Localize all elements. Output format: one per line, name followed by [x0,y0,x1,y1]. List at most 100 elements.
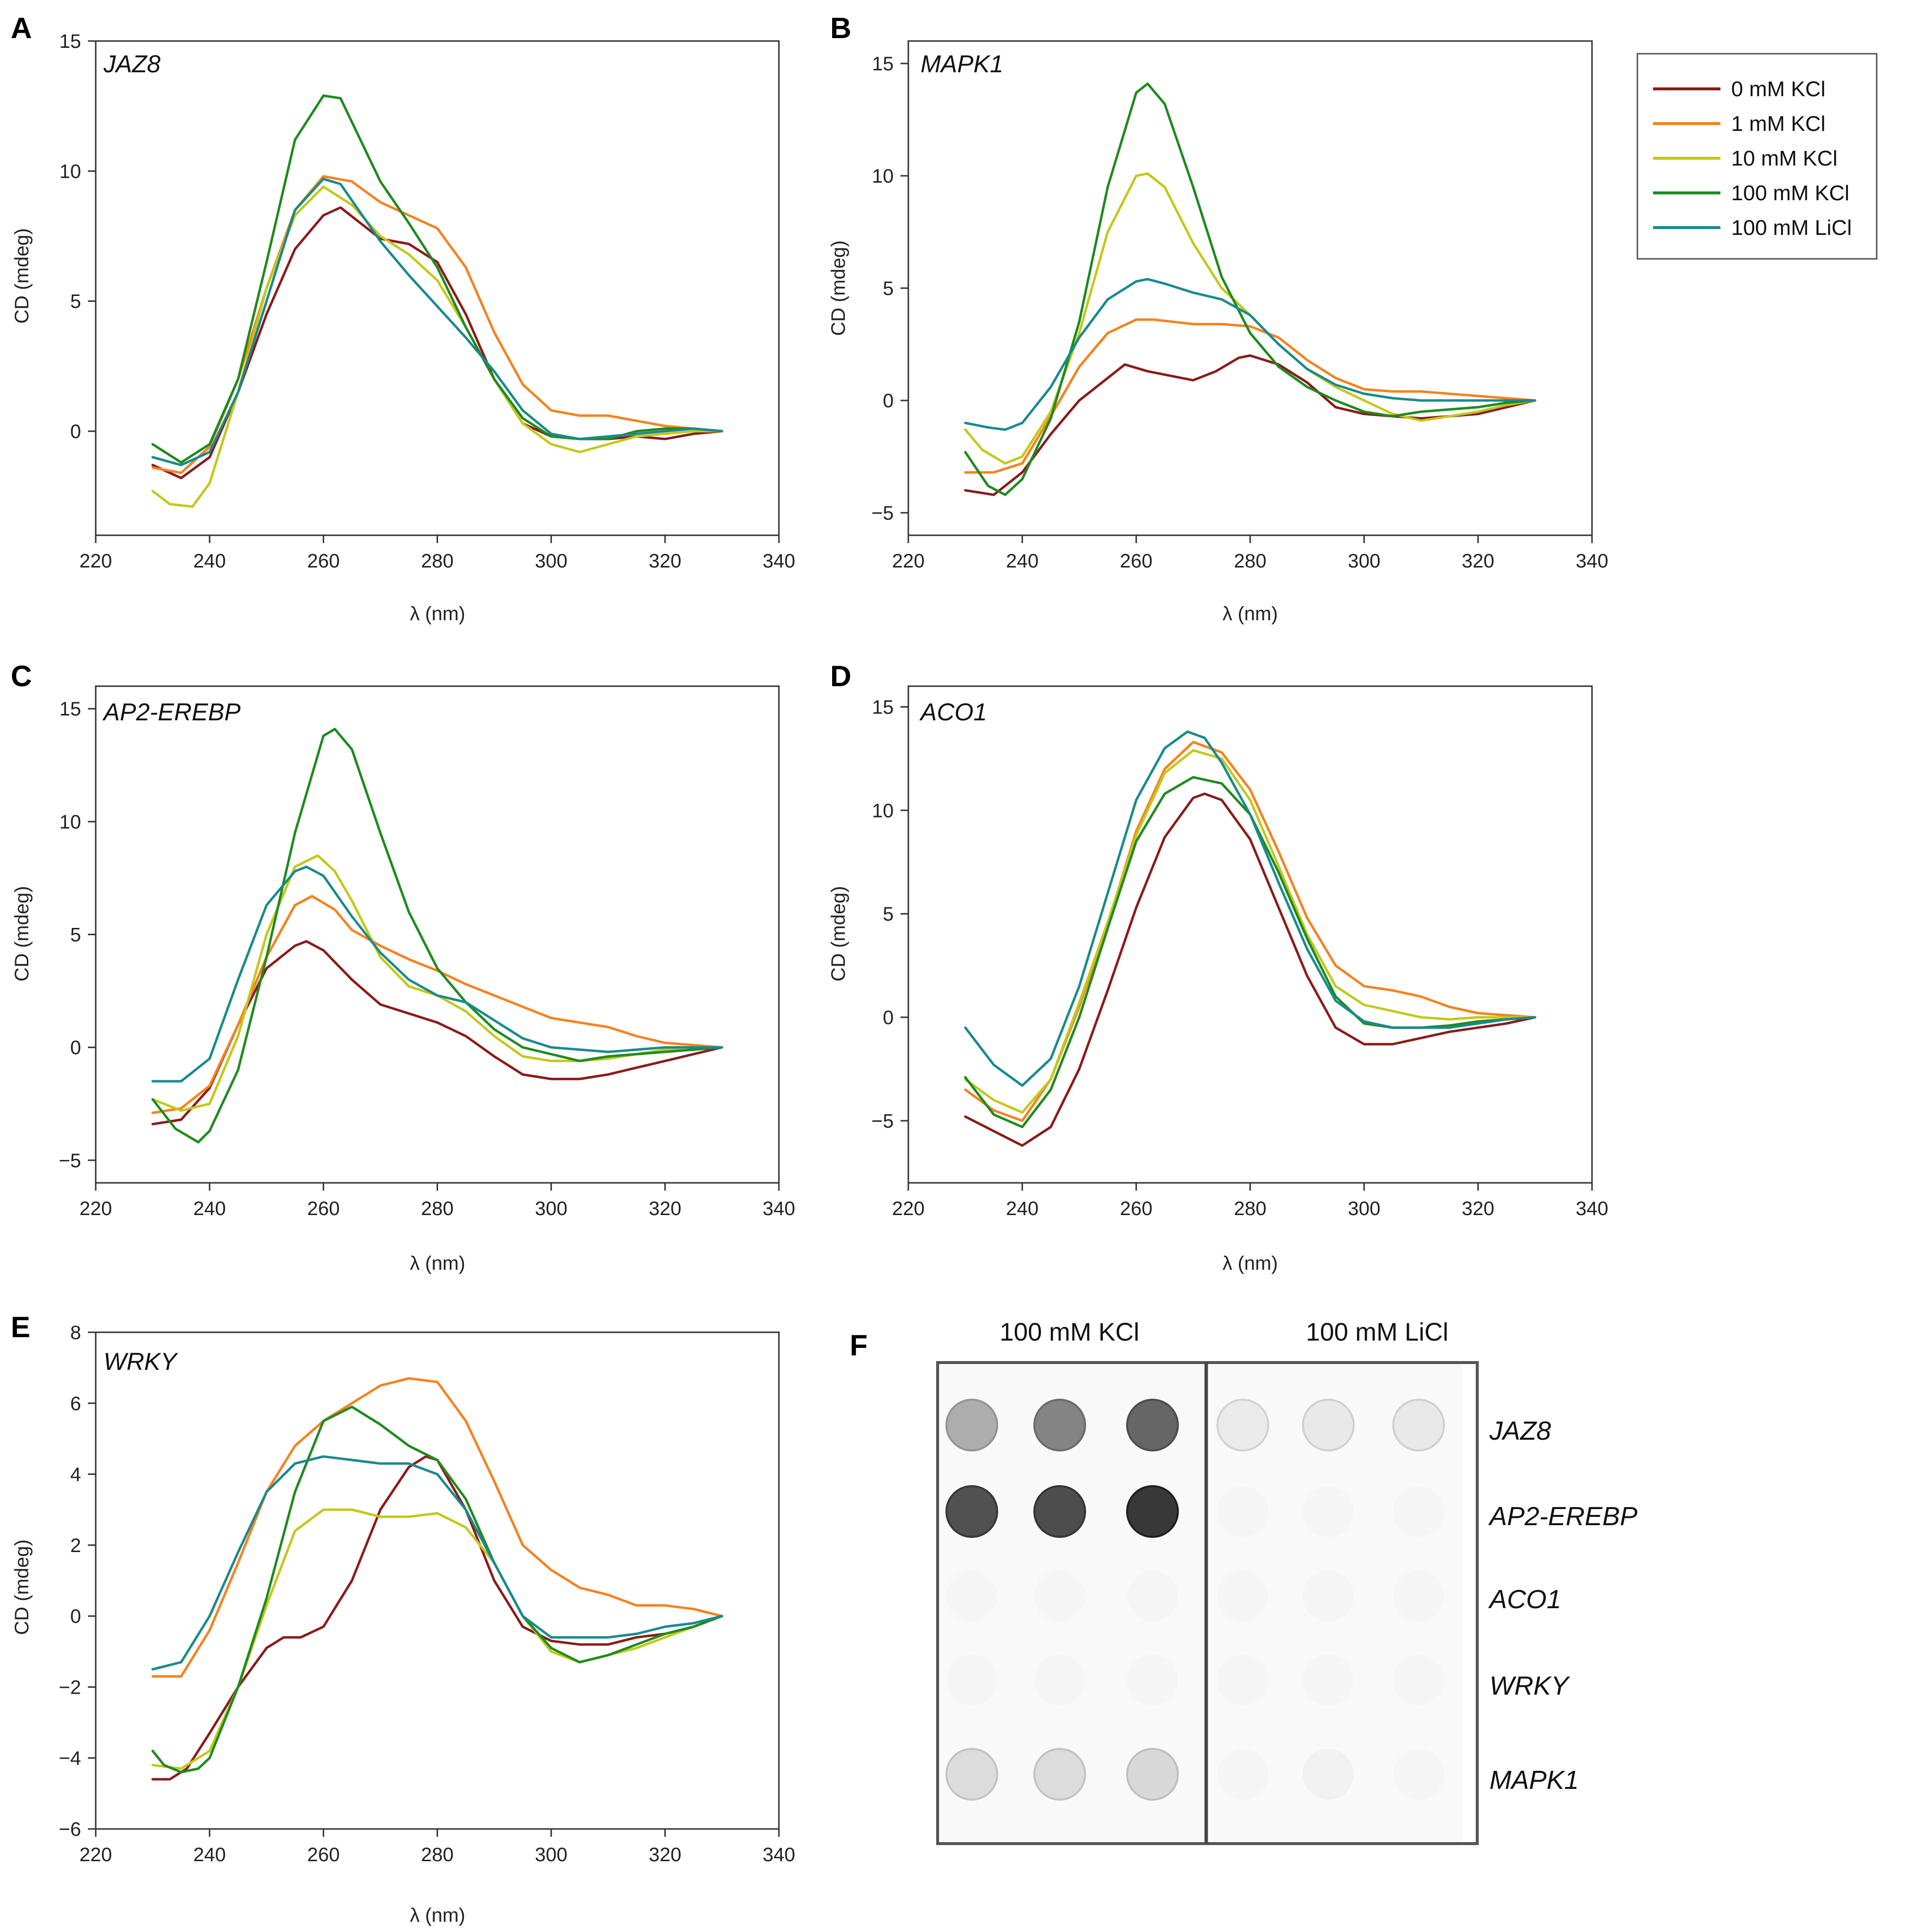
blot-dot-kcl [1033,1748,1086,1801]
blot-dot-kcl [1127,1655,1178,1705]
panel-c-x-tick-label: 260 [307,1198,340,1219]
blot-dot-kcl [1126,1485,1179,1538]
panel-e-y-tick-label: 2 [70,1535,81,1556]
panel-d-x-tick-label: 320 [1462,1198,1494,1219]
panel-b-x-tick-label: 300 [1348,550,1381,572]
panel-a-x-axis-title: λ (nm) [410,603,465,625]
panel-d-series-100-mm-licl [964,730,1536,1087]
panel-b-series-100-mm-licl [964,278,1536,431]
blot-dot-kcl [945,1399,998,1451]
panel-c-series-100-mm-kcl [151,728,723,1144]
panel-d-series-10-mm-kcl [964,749,1536,1114]
panel-a-letter: A [11,12,32,44]
blot-gene-label: MAPK1 [1489,1765,1579,1795]
panel-d-gene-label: ACO1 [919,698,987,726]
panel-f-dot-blot: F 100 mM KCl 100 mM LiCl JAZ8 AP2-EREBP AC… [850,1318,1637,1845]
legend-label: 1 mM KCl [1731,112,1825,136]
legend-label: 0 mM KCl [1731,77,1825,101]
blot-dot-licl [1217,1486,1268,1537]
blot-header-licl: 100 mM LiCl [1306,1318,1448,1346]
blot-dot-licl [1393,1571,1444,1621]
panel-b-series-10-mm-kcl [964,172,1536,465]
panel-b-y-tick-label: −5 [871,503,894,524]
blot-edge-strip [1463,1364,1476,1842]
panel-c-series-100-mm-licl [151,865,723,1083]
panel-e-x-tick-label: 320 [649,1844,681,1866]
panel-c-y-tick-label: 15 [60,698,82,720]
blot-dot-kcl [946,1655,997,1705]
panel-a-series-0-mm-kcl [151,206,723,480]
panel-c-y-tick-label: −5 [59,1150,81,1172]
panel-a-chart: A JAZ8 CD (mdeg) λ (nm) 220 240 260 280 300 3… [11,12,795,625]
panel-d-chart: D ACO1 CD (mdeg) λ (nm) 220 240 260 280 300 3… [828,660,1608,1274]
panel-e-y-tick-label: −4 [59,1748,81,1769]
panel-b-x-tick-label: 240 [1006,550,1039,572]
blot-dot-licl [1393,1655,1444,1705]
panel-c-chart: C AP2-EREBP CD (mdeg) λ (nm) 220 240 260 28… [11,660,795,1274]
panel-a-y-tick-label: 10 [60,161,82,182]
blot-dot-licl [1303,1571,1354,1621]
panel-d-x-tick-label: 220 [892,1198,925,1219]
panel-c-x-tick-label: 220 [80,1198,112,1219]
panel-b-y-tick-label: 5 [883,278,894,299]
panel-d-y-tick-label: 5 [883,903,894,925]
panel-d-x-tick-label: 260 [1120,1198,1152,1219]
legend: 0 mM KCl 1 mM KCl 10 mM KCl 100 mM KCl 100 m… [1636,53,1878,260]
panel-c-y-tick-label: 10 [60,811,82,833]
panel-d-x-tick-label: 280 [1234,1198,1267,1219]
panel-a-y-axis-title: CD (mdeg) [11,228,33,324]
panel-e-y-tick-label: 0 [70,1606,81,1627]
panel-b-x-tick-label: 220 [892,550,925,572]
panel-d-y-tick-label: 0 [883,1007,894,1029]
panel-d-x-tick-label: 300 [1348,1198,1381,1219]
blot-dot-kcl [1034,1571,1085,1621]
panel-b-letter: B [830,12,851,44]
blot-dot-licl [1392,1399,1445,1451]
panel-a-y-tick-label: 5 [70,291,81,313]
panel-e-letter: E [11,1311,30,1344]
blot-dot-licl [1216,1399,1269,1451]
panel-c-x-tick-label: 300 [535,1198,567,1219]
blot-dot-kcl [1126,1399,1179,1451]
panel-e-x-tick-label: 220 [80,1844,112,1866]
legend-label: 100 mM LiCl [1731,216,1852,240]
panel-c-x-tick-label: 240 [193,1198,226,1219]
panel-a-x-tick-label: 220 [80,550,112,572]
panel-c-y-axis-title: CD (mdeg) [11,886,33,982]
panel-b-x-tick-label: 340 [1576,550,1609,572]
panel-b-chart: B MAPK1 CD (mdeg) λ (nm) 220 240 260 280 300… [828,12,1608,625]
panel-b-x-tick-label: 280 [1234,550,1267,572]
panel-d-letter: D [830,660,851,693]
panel-e-x-tick-label: 340 [763,1844,796,1866]
panel-e-y-tick-label: −2 [59,1677,81,1698]
panel-b-y-axis-title: CD (mdeg) [828,240,849,336]
panel-b-x-tick-label: 260 [1120,550,1152,572]
blot-dot-licl [1217,1749,1268,1800]
panel-e-series-1-mm-kcl [151,1377,723,1678]
panel-b-x-tick-label: 320 [1462,550,1494,572]
panel-d-x-tick-label: 340 [1576,1198,1609,1219]
panel-c-series-0-mm-kcl [151,940,723,1126]
blot-header-kcl: 100 mM KCl [1000,1318,1139,1346]
blot-dot-kcl [1034,1655,1085,1705]
blot-dot-kcl [1033,1485,1086,1538]
panel-e-chart: E WRKY CD (mdeg) λ (nm) 220 240 260 280 300 3… [11,1311,795,1926]
panel-b-series-0-mm-kcl [964,354,1536,496]
panel-e-x-tick-label: 280 [421,1844,454,1866]
blot-gene-label: AP2-EREBP [1488,1502,1637,1531]
panel-a-x-tick-label: 260 [307,550,340,572]
blot-dot-kcl [1033,1399,1086,1451]
panel-e-x-tick-label: 300 [535,1844,567,1866]
panel-e-series-100-mm-kcl [151,1406,723,1774]
panel-d-x-axis-title: λ (nm) [1222,1253,1278,1274]
blot-dot-licl [1303,1486,1354,1537]
panel-b-series-1-mm-kcl [964,318,1536,474]
panel-a-x-tick-label: 280 [421,550,454,572]
blot-dot-licl [1302,1399,1355,1451]
panel-e-y-axis-title: CD (mdeg) [11,1539,33,1635]
panel-c-x-tick-label: 320 [649,1198,681,1219]
blot-gene-label: JAZ8 [1489,1416,1551,1446]
panel-d-y-tick-label: 15 [872,696,894,718]
blot-dot-kcl [946,1571,997,1621]
